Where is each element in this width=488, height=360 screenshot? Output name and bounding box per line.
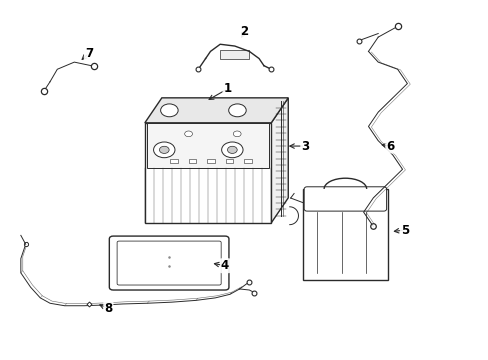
Bar	[220, 50, 249, 59]
Text: 3: 3	[301, 140, 309, 153]
FancyBboxPatch shape	[117, 241, 221, 285]
Text: 1: 1	[223, 82, 231, 95]
Text: 8: 8	[104, 302, 112, 315]
Circle shape	[221, 142, 243, 158]
Bar	[244, 159, 251, 163]
Text: 2: 2	[240, 25, 248, 38]
Text: 4: 4	[221, 259, 229, 272]
Text: 7: 7	[85, 47, 93, 60]
Circle shape	[233, 131, 241, 137]
Text: 6: 6	[386, 140, 394, 153]
Bar	[206, 159, 214, 163]
Text: 5: 5	[400, 224, 408, 237]
Circle shape	[184, 131, 192, 137]
Bar	[225, 159, 233, 163]
Circle shape	[153, 142, 175, 158]
Bar	[147, 123, 268, 168]
Polygon shape	[144, 98, 287, 123]
Circle shape	[228, 104, 245, 117]
Circle shape	[227, 146, 237, 153]
FancyBboxPatch shape	[109, 236, 228, 290]
Circle shape	[160, 104, 178, 117]
Bar	[188, 159, 196, 163]
FancyBboxPatch shape	[304, 187, 386, 211]
Bar	[302, 189, 387, 280]
Bar	[170, 159, 178, 163]
Bar	[144, 123, 271, 223]
Circle shape	[159, 146, 169, 153]
Polygon shape	[271, 98, 287, 223]
